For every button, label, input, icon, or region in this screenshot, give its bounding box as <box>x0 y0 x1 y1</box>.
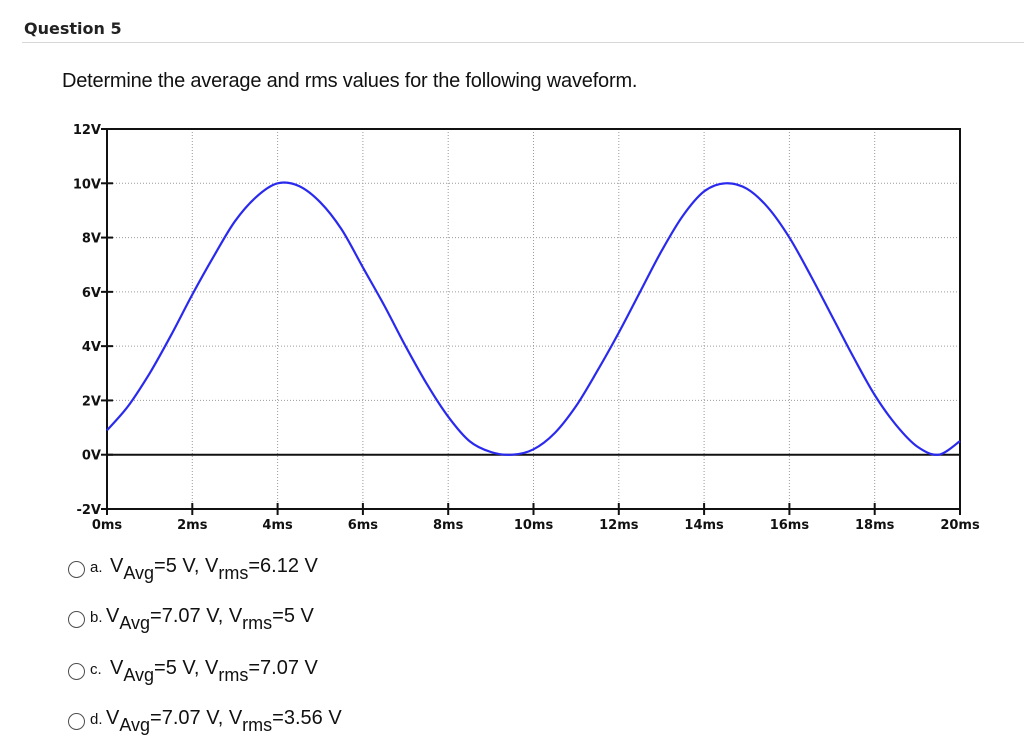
avg-subscript: Avg <box>123 563 155 583</box>
rms-value: =7.07 V <box>248 657 318 679</box>
option-letter: c. <box>90 661 102 678</box>
rms-symbol: V <box>205 555 219 577</box>
rms-symbol: V <box>205 657 219 679</box>
x-tick-label: 18ms <box>855 518 895 533</box>
x-tick-label: 2ms <box>177 518 208 533</box>
radio-d[interactable] <box>68 713 85 730</box>
y-tick-label: 12V <box>73 123 101 138</box>
y-tick-label: 2V <box>82 394 101 409</box>
x-tick-label: 20ms <box>940 518 980 533</box>
rms-symbol: V <box>228 605 243 627</box>
rms-value: =3.56 V <box>272 707 342 729</box>
option-d[interactable]: d. VAvg=7.07 V, Vrms=3.56 V <box>68 707 488 747</box>
avg-symbol: V <box>110 657 124 679</box>
option-letter: a. <box>90 559 103 576</box>
y-tick-label: 10V <box>73 177 101 192</box>
radio-a[interactable] <box>68 561 85 578</box>
rms-subscript: rms <box>218 665 249 685</box>
rms-value: =6.12 V <box>248 555 318 577</box>
x-tick-label: 4ms <box>262 518 293 533</box>
x-tick-label: 14ms <box>684 518 724 533</box>
rms-subscript: rms <box>218 563 249 583</box>
rms-subscript: rms <box>242 715 273 735</box>
waveform-line <box>106 181 961 456</box>
avg-subscript: Avg <box>119 715 151 735</box>
x-tick-label: 16ms <box>770 518 810 533</box>
x-tick-label: 0ms <box>92 518 123 533</box>
avg-symbol: V <box>110 555 124 577</box>
option-b[interactable]: b. VAvg=7.07 V, Vrms=5 V <box>68 605 488 645</box>
y-tick-label: 6V <box>82 286 101 301</box>
x-tick-label: 10ms <box>514 518 554 533</box>
rms-symbol: V <box>228 707 243 729</box>
avg-subscript: Avg <box>119 613 151 633</box>
y-tick-label: 0V <box>82 449 101 464</box>
avg-value: =7.07 V, <box>150 707 229 729</box>
option-c[interactable]: c. VAvg=5 V, Vrms=7.07 V <box>68 657 488 697</box>
avg-value: =5 V, <box>154 555 206 577</box>
option-text: VAvg=5 V, Vrms=6.12 V <box>110 555 318 583</box>
x-tick-label: 6ms <box>348 518 379 533</box>
avg-value: =7.07 V, <box>150 605 229 627</box>
option-text: VAvg=5 V, Vrms=7.07 V <box>110 657 318 685</box>
rms-subscript: rms <box>242 613 273 633</box>
avg-subscript: Avg <box>123 665 155 685</box>
option-letter: d. <box>90 711 103 728</box>
option-a[interactable]: a. VAvg=5 V, Vrms=6.12 V <box>68 555 488 595</box>
radio-b[interactable] <box>68 611 85 628</box>
avg-symbol: V <box>106 707 120 729</box>
y-tick-label: -2V <box>76 503 101 518</box>
rms-value: =5 V <box>272 605 314 627</box>
question-header: Question 5 <box>22 14 1024 43</box>
question-title: Question 5 <box>24 19 122 38</box>
y-tick-label: 4V <box>82 340 101 355</box>
radio-c[interactable] <box>68 663 85 680</box>
waveform-chart: 12V 10V 8V 6V 4V 2V 0V -2V 0ms 2ms 4ms 6ms 8ms 10ms 12… <box>0 112 1024 542</box>
avg-symbol: V <box>106 605 120 627</box>
question-prompt: Determine the average and rms values for… <box>62 70 638 92</box>
option-text: VAvg=7.07 V, Vrms=5 V <box>106 605 314 633</box>
option-text: VAvg=7.07 V, Vrms=3.56 V <box>106 707 342 735</box>
avg-value: =5 V, <box>154 657 206 679</box>
x-tick-label: 8ms <box>433 518 464 533</box>
y-tick-label: 8V <box>82 232 101 247</box>
x-tick-label: 12ms <box>599 518 639 533</box>
option-letter: b. <box>90 609 103 626</box>
